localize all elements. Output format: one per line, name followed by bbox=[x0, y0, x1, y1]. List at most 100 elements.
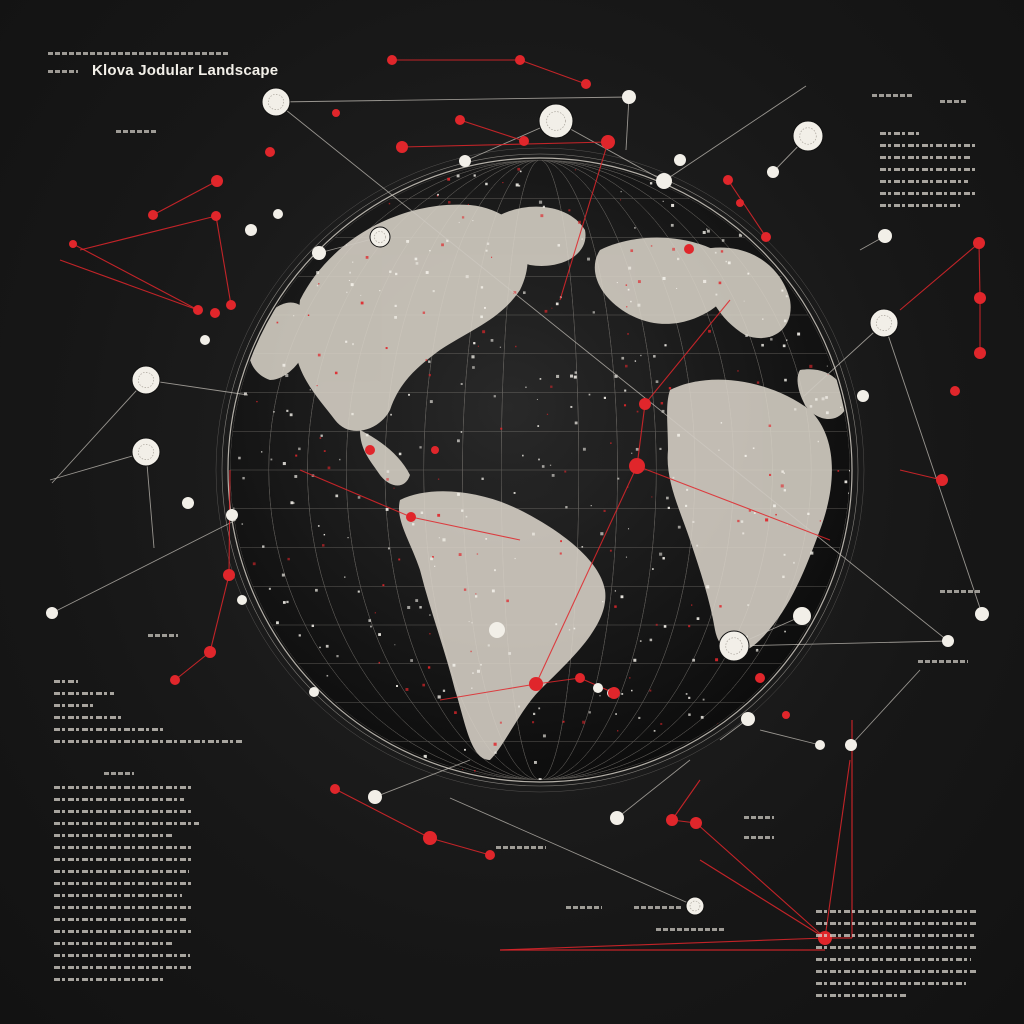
stipple-dot bbox=[406, 240, 410, 243]
stipple-dot bbox=[442, 538, 446, 542]
stipple-dot bbox=[352, 261, 354, 263]
node-inner-ring bbox=[725, 637, 743, 655]
stipple-dot bbox=[394, 304, 397, 307]
stipple-dot bbox=[518, 184, 521, 187]
network-nodes bbox=[46, 55, 989, 945]
stipple-dot bbox=[825, 396, 828, 399]
stipple-dot bbox=[457, 493, 460, 496]
network-node-icon bbox=[309, 687, 319, 697]
stipple-dot bbox=[770, 338, 773, 341]
stipple-dot bbox=[696, 544, 699, 547]
stipple-dot bbox=[394, 644, 396, 646]
micro-label bbox=[566, 906, 602, 909]
stipple-dot bbox=[522, 454, 524, 457]
stipple-dot bbox=[653, 729, 656, 732]
stipple-dot bbox=[437, 193, 439, 196]
stipple-dot bbox=[542, 205, 545, 208]
stipple-dot bbox=[719, 605, 722, 608]
stipple-dot bbox=[471, 622, 473, 624]
stipple-dot bbox=[565, 506, 568, 509]
network-link bbox=[410, 516, 521, 541]
network-node-icon bbox=[200, 335, 210, 345]
micro-label bbox=[116, 130, 156, 133]
stipple-dot bbox=[785, 295, 788, 298]
stipple-dot bbox=[587, 257, 590, 261]
stipple-dot bbox=[849, 469, 850, 472]
network-node-icon bbox=[193, 305, 203, 315]
stipple-dot bbox=[386, 478, 389, 481]
network-node-icon bbox=[423, 831, 437, 845]
micro-label bbox=[744, 816, 774, 819]
network-node-icon bbox=[273, 209, 283, 219]
stipple-dot bbox=[273, 411, 275, 413]
node-inner-ring bbox=[799, 127, 817, 145]
stipple-dot bbox=[506, 599, 509, 603]
stipple-dot bbox=[676, 257, 680, 261]
stipple-dot bbox=[532, 721, 535, 724]
network-node-icon bbox=[793, 607, 811, 625]
network-node-icon bbox=[755, 673, 765, 683]
stipple-dot bbox=[696, 617, 700, 620]
network-node-icon bbox=[761, 232, 771, 242]
stipple-dot bbox=[242, 476, 245, 480]
stipple-dot bbox=[783, 489, 786, 492]
network-link bbox=[215, 215, 232, 306]
stipple-dot bbox=[819, 520, 821, 522]
network-node-icon bbox=[601, 135, 615, 149]
stipple-dot bbox=[322, 544, 325, 547]
stipple-dot bbox=[487, 644, 490, 647]
network-node-icon bbox=[974, 292, 986, 304]
stipple-dot bbox=[651, 496, 653, 498]
stipple-dot bbox=[298, 447, 301, 451]
network-link bbox=[209, 574, 230, 653]
stipple-dot bbox=[600, 532, 604, 536]
stipple-dot bbox=[309, 389, 311, 391]
stipple-dot bbox=[316, 271, 320, 274]
stipple-dot bbox=[844, 480, 848, 484]
stipple-dot bbox=[634, 360, 637, 362]
stipple-dot bbox=[670, 223, 674, 227]
network-link bbox=[429, 837, 491, 856]
stipple-dot bbox=[780, 484, 784, 488]
stipple-dot bbox=[335, 494, 339, 498]
network-link bbox=[625, 96, 630, 151]
stipple-dot bbox=[815, 398, 818, 401]
stipple-dot bbox=[480, 286, 484, 289]
stipple-dot bbox=[810, 551, 814, 555]
stipple-dot bbox=[441, 243, 444, 247]
stipple-dot bbox=[457, 439, 460, 443]
stipple-dot bbox=[464, 748, 466, 751]
stipple-dot bbox=[574, 169, 577, 171]
stipple-dot bbox=[480, 663, 482, 666]
stipple-dot bbox=[480, 315, 483, 319]
stipple-dot bbox=[438, 537, 440, 539]
network-node-icon bbox=[210, 308, 220, 318]
stipple-dot bbox=[702, 230, 706, 235]
network-node-icon bbox=[211, 211, 221, 221]
stipple-dot bbox=[714, 251, 717, 254]
stipple-dot bbox=[429, 633, 431, 635]
network-node-icon bbox=[690, 817, 702, 829]
stipple-dot bbox=[323, 533, 326, 536]
stipple-dot bbox=[655, 623, 658, 626]
land-stipple-texture bbox=[233, 167, 850, 780]
stipple-dot bbox=[475, 593, 477, 595]
stipple-dot bbox=[517, 167, 521, 171]
stipple-dot bbox=[708, 329, 711, 333]
stipple-dot bbox=[473, 174, 476, 177]
network-link bbox=[535, 677, 581, 685]
annotation-block-left-bottom bbox=[54, 858, 199, 990]
stipple-dot bbox=[415, 262, 419, 265]
stipple-dot bbox=[624, 389, 627, 392]
stipple-dot bbox=[702, 698, 705, 701]
micro-label bbox=[104, 772, 134, 775]
node-inner-ring bbox=[875, 314, 892, 331]
micro-label bbox=[744, 836, 774, 839]
stipple-dot bbox=[659, 552, 663, 556]
stipple-dot bbox=[349, 271, 352, 274]
stipple-dot bbox=[429, 249, 431, 252]
stipple-dot bbox=[422, 683, 425, 687]
stipple-dot bbox=[700, 715, 704, 719]
network-link bbox=[152, 180, 218, 216]
